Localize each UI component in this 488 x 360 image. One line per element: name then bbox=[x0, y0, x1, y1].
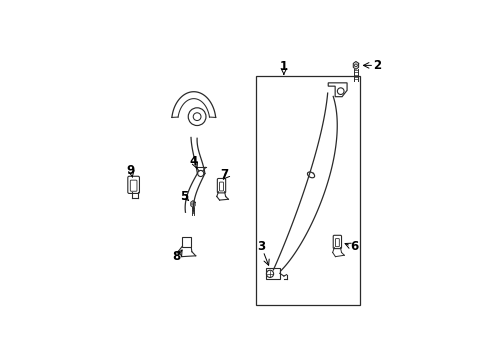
Bar bbox=[256, 76, 359, 305]
Bar bbox=[265, 268, 279, 279]
Text: 1: 1 bbox=[279, 60, 287, 73]
Text: 3: 3 bbox=[257, 240, 264, 253]
Text: 9: 9 bbox=[126, 164, 135, 177]
Text: 2: 2 bbox=[373, 59, 381, 72]
Bar bbox=[182, 237, 191, 247]
Text: 6: 6 bbox=[349, 240, 357, 253]
Text: 7: 7 bbox=[220, 167, 228, 180]
Text: 4: 4 bbox=[189, 156, 198, 168]
Text: 5: 5 bbox=[180, 190, 188, 203]
Text: 8: 8 bbox=[172, 249, 180, 262]
